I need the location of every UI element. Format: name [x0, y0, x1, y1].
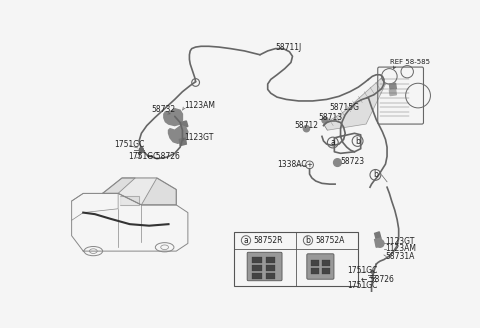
FancyBboxPatch shape	[307, 254, 334, 279]
Polygon shape	[180, 121, 188, 128]
Text: 58732: 58732	[152, 105, 176, 114]
Circle shape	[376, 239, 384, 247]
Text: 58713: 58713	[318, 113, 342, 122]
Text: 1751GC: 1751GC	[128, 152, 158, 161]
Polygon shape	[324, 78, 385, 130]
Bar	[311, 259, 319, 266]
Polygon shape	[103, 178, 135, 194]
Polygon shape	[375, 232, 381, 239]
Bar	[266, 257, 276, 263]
Text: b: b	[355, 136, 360, 146]
Bar	[266, 273, 276, 279]
Text: 58731A: 58731A	[385, 252, 415, 261]
Text: ← 58726: ← 58726	[147, 152, 180, 161]
Text: 58752R: 58752R	[254, 236, 283, 245]
Polygon shape	[142, 178, 176, 205]
Text: +: +	[307, 162, 312, 168]
Bar	[322, 259, 330, 266]
Circle shape	[139, 148, 144, 152]
Text: ← 58726: ← 58726	[360, 275, 394, 284]
Bar	[252, 265, 262, 271]
Bar	[234, 232, 359, 286]
Text: 58752A: 58752A	[316, 236, 345, 245]
Polygon shape	[180, 138, 186, 146]
Text: 58711J: 58711J	[276, 43, 302, 51]
Circle shape	[371, 270, 374, 274]
Polygon shape	[103, 178, 176, 205]
Text: 58712: 58712	[294, 121, 318, 130]
Polygon shape	[120, 196, 139, 205]
Circle shape	[303, 126, 310, 132]
Polygon shape	[375, 238, 383, 247]
Text: b: b	[306, 236, 311, 245]
Text: 1751GC: 1751GC	[347, 281, 377, 290]
Text: 58715G: 58715G	[330, 103, 360, 112]
Text: 1123GT: 1123GT	[184, 133, 214, 142]
Circle shape	[334, 159, 341, 166]
Polygon shape	[389, 90, 396, 95]
Text: 1751GC: 1751GC	[114, 140, 144, 149]
Text: REF 58-585: REF 58-585	[390, 59, 430, 66]
Text: a: a	[244, 236, 248, 245]
Text: 1338AC: 1338AC	[277, 160, 307, 169]
FancyBboxPatch shape	[247, 252, 282, 281]
Text: 1123AM: 1123AM	[184, 101, 215, 110]
Text: a: a	[330, 138, 335, 147]
Bar	[322, 268, 330, 274]
Bar	[266, 265, 276, 271]
Polygon shape	[389, 83, 396, 90]
Polygon shape	[168, 126, 188, 143]
Text: 58723: 58723	[340, 157, 365, 166]
Bar	[252, 273, 262, 279]
Bar	[252, 257, 262, 263]
Bar	[311, 268, 319, 274]
Polygon shape	[164, 109, 182, 126]
Circle shape	[322, 117, 328, 123]
Text: 1123GT: 1123GT	[385, 236, 415, 246]
Text: 1751GC: 1751GC	[347, 266, 377, 275]
Text: b: b	[373, 170, 378, 179]
Text: 1123AM: 1123AM	[385, 244, 417, 253]
